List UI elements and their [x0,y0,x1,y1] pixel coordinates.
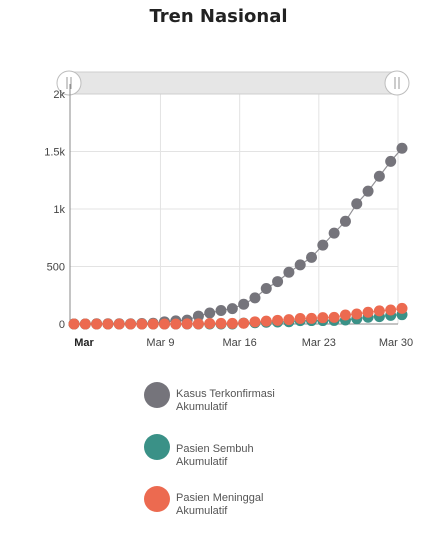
data-point[interactable] [272,314,284,326]
data-point[interactable] [362,185,374,197]
data-point[interactable] [215,317,227,329]
legend-label-deaths: Pasien Meninggal Akumulatif [176,492,264,517]
x-tick-label: Mar 9 [146,337,174,349]
data-point[interactable] [113,318,125,330]
x-tick-label: Mar 23 [302,337,336,349]
data-point[interactable] [260,282,272,294]
data-point[interactable] [125,318,137,330]
data-point[interactable] [181,318,193,330]
data-point[interactable] [328,227,340,239]
data-point[interactable] [68,318,80,330]
x-tick-label: Mar [74,337,94,349]
data-point[interactable] [396,302,408,314]
data-point[interactable] [226,303,238,315]
legend: Kasus Terkonfirmasi Akumulatif Pasien Sem… [144,378,434,534]
data-point[interactable] [260,315,272,327]
data-point[interactable] [158,318,170,330]
series-layer [68,142,408,330]
data-point[interactable] [204,307,216,319]
data-point[interactable] [362,306,374,318]
grid [70,93,399,324]
series-2 [68,302,408,330]
data-point[interactable] [294,312,306,324]
data-point[interactable] [226,317,238,329]
x-tick-label: Mar 16 [223,337,257,349]
data-point[interactable] [147,318,159,330]
data-point[interactable] [192,310,204,322]
data-point[interactable] [306,251,318,263]
data-point[interactable] [373,170,385,182]
data-point[interactable] [204,318,216,330]
data-point[interactable] [294,259,306,271]
legend-item-confirmed[interactable]: Kasus Terkonfirmasi Akumulatif [144,378,434,418]
trend-chart: 0 500 1k 1.5k 2k Mar Mar 9 Mar 16 Mar 23 Mar 30 [44,70,413,349]
y-tick-label: 0 [59,319,65,331]
data-point[interactable] [249,292,261,304]
data-point[interactable] [102,318,114,330]
data-point[interactable] [283,266,295,278]
slider-handle-end[interactable] [384,70,410,96]
data-point[interactable] [79,318,91,330]
series-line-0 [74,147,403,325]
data-point[interactable] [351,308,363,320]
data-point[interactable] [339,309,351,321]
data-point[interactable] [249,316,261,328]
y-tick-label: 500 [47,262,65,274]
data-point[interactable] [317,239,329,251]
data-point[interactable] [283,314,295,326]
legend-item-deaths[interactable]: Pasien Meninggal Akumulatif [144,482,434,522]
data-point[interactable] [385,155,397,167]
data-point[interactable] [170,318,182,330]
data-point[interactable] [238,317,250,329]
data-point[interactable] [317,312,329,324]
data-point[interactable] [238,298,250,310]
legend-swatch-confirmed [144,382,170,408]
data-point[interactable] [396,142,408,154]
x-tick-label: Mar 30 [379,337,413,349]
data-point[interactable] [339,215,351,227]
data-point[interactable] [272,276,284,288]
legend-label-recovered: Pasien Sembuh Akumulatif [176,443,254,468]
series-0 [68,142,408,330]
legend-item-recovered[interactable]: Pasien Sembuh Akumulatif [144,430,434,470]
data-point[interactable] [192,318,204,330]
y-tick-label: 1k [53,204,65,216]
range-slider[interactable] [56,70,410,96]
chart-title: Tren Nasional [149,6,288,27]
data-point[interactable] [385,304,397,316]
data-point[interactable] [306,312,318,324]
data-point[interactable] [136,318,148,330]
data-point[interactable] [328,311,340,323]
slider-track [68,71,398,95]
y-tick-label: 2k [53,89,65,101]
legend-label-confirmed: Kasus Terkonfirmasi Akumulatif [176,388,275,413]
data-point[interactable] [373,305,385,317]
data-point[interactable] [351,198,363,210]
legend-swatch-deaths [144,486,170,512]
slider-handle-start[interactable] [56,70,82,96]
legend-swatch-recovered [144,434,170,460]
y-tick-label: 1.5k [44,147,65,159]
data-point[interactable] [91,318,103,330]
data-point[interactable] [215,305,227,317]
